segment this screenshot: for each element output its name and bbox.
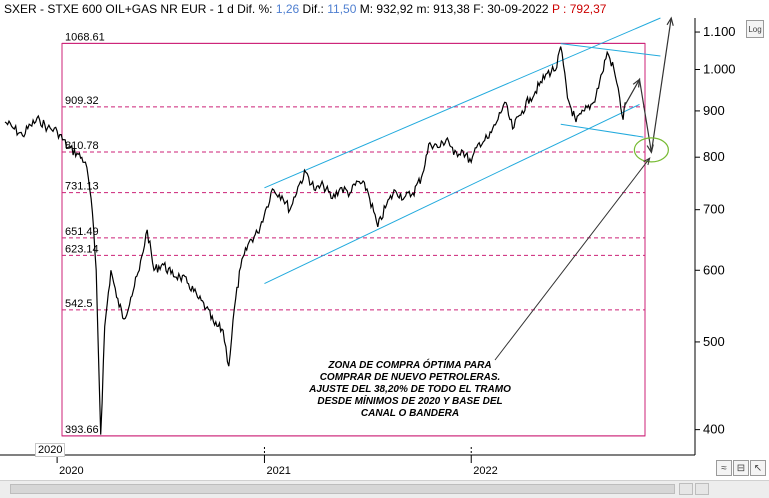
horizontal-scrollbar[interactable] bbox=[0, 480, 769, 498]
header-symbol: SXER bbox=[4, 2, 37, 16]
wave-tool-icon[interactable]: ≈ bbox=[716, 460, 732, 476]
channel-line bbox=[264, 17, 661, 189]
x-tick-label: 2022 bbox=[473, 465, 497, 477]
channel-lines bbox=[264, 17, 661, 285]
axes: 400 500 600 700 800 900 1.000 1.100 2020 2021 2022 bbox=[0, 18, 736, 477]
fib-level-label: 1068.61 bbox=[65, 31, 105, 43]
header-instrument-name: STXE 600 OIL+GAS NR EUR bbox=[47, 2, 207, 16]
y-tick-label: 400 bbox=[703, 422, 725, 437]
cursor-tool-icon[interactable]: ↖ bbox=[750, 460, 766, 476]
fib-level-label: 909.32 bbox=[65, 95, 99, 107]
header-price-label: P : bbox=[551, 2, 567, 16]
fib-level-label: 731.13 bbox=[65, 181, 99, 193]
zoom-tool-icon[interactable]: ⊟ bbox=[733, 460, 749, 476]
y-tick-label: 1.100 bbox=[703, 24, 736, 39]
y-tick-label: 700 bbox=[703, 202, 725, 217]
header-min-label: m: bbox=[416, 2, 430, 16]
projection-path bbox=[623, 16, 674, 154]
fib-level-label: 623.14 bbox=[65, 243, 99, 255]
annotation-text-line: ZONA DE COMPRA ÓPTIMA PARA bbox=[327, 358, 491, 371]
fib-frame bbox=[61, 42, 646, 437]
channel-line bbox=[264, 103, 640, 285]
channel-line bbox=[560, 123, 644, 138]
price-line bbox=[4, 46, 626, 435]
header-min-value: 913,38 bbox=[433, 2, 470, 16]
annotation-text-line: CANAL O BANDERA bbox=[361, 408, 459, 419]
y-tick-label: 500 bbox=[703, 334, 725, 349]
y-tick-label: 1.000 bbox=[703, 61, 736, 76]
x-tick-label: 2021 bbox=[266, 465, 290, 477]
y-tick-label: 900 bbox=[703, 103, 725, 118]
header-date-value: 30-09-2022 bbox=[487, 2, 549, 16]
corner-year-label: 2020 bbox=[35, 443, 66, 457]
header-dif-pct-value: 1,26 bbox=[275, 2, 300, 16]
price-chart[interactable]: 1068.61 909.32 810.78 731.13 651.49 623.14 542… bbox=[0, 0, 769, 480]
fib-level-label: 542.5 bbox=[65, 298, 93, 310]
target-zone-circle bbox=[633, 137, 669, 163]
scrollbar-thumb[interactable] bbox=[10, 484, 675, 494]
fib-level-label: 810.78 bbox=[65, 140, 99, 152]
header-price-value: 792,37 bbox=[569, 2, 607, 16]
annotation-arrowhead bbox=[643, 157, 651, 166]
price-series bbox=[4, 46, 626, 435]
header-dif-pct-label: Dif. %: bbox=[237, 2, 273, 16]
x-tick-label: 2020 bbox=[59, 465, 83, 477]
header-max-label: M: bbox=[359, 2, 374, 16]
header-dif-value: 11,50 bbox=[327, 2, 357, 16]
header-dif-label: Dif.: bbox=[302, 2, 324, 16]
y-tick-label: 800 bbox=[703, 149, 725, 164]
chart-header: SXER - STXE 600 OIL+GAS NR EUR - 1 d Dif… bbox=[4, 2, 607, 16]
projection-arrowhead bbox=[666, 16, 674, 26]
annotation-arrow bbox=[494, 157, 651, 361]
fib-level-label: 393.66 bbox=[65, 424, 99, 436]
y-tick-label: 600 bbox=[703, 262, 725, 277]
annotation-text-line: COMPRAR DE NUEVO PETROLERAS. bbox=[320, 372, 501, 383]
annotation-text-line: AJUSTE DEL 38,20% DE TODO EL TRAMO bbox=[308, 384, 511, 395]
header-date-label: F: bbox=[473, 2, 484, 16]
projection-arrowhead bbox=[632, 78, 641, 88]
scroll-left-button[interactable] bbox=[679, 483, 693, 495]
projection-line bbox=[623, 17, 672, 153]
fib-level-label: 651.49 bbox=[65, 226, 99, 238]
annotation-text-line: DESDE MÍNIMOS DE 2020 Y BASE DEL bbox=[317, 394, 502, 407]
projection-arrowhead bbox=[646, 144, 654, 154]
fib-frame-rect bbox=[61, 42, 646, 437]
header-max-value: 932,92 bbox=[376, 2, 414, 16]
channel-line bbox=[560, 43, 661, 57]
header-timeframe: 1 d bbox=[217, 2, 234, 16]
scroll-right-button[interactable] bbox=[695, 483, 709, 495]
log-scale-button[interactable]: Log bbox=[746, 20, 764, 38]
